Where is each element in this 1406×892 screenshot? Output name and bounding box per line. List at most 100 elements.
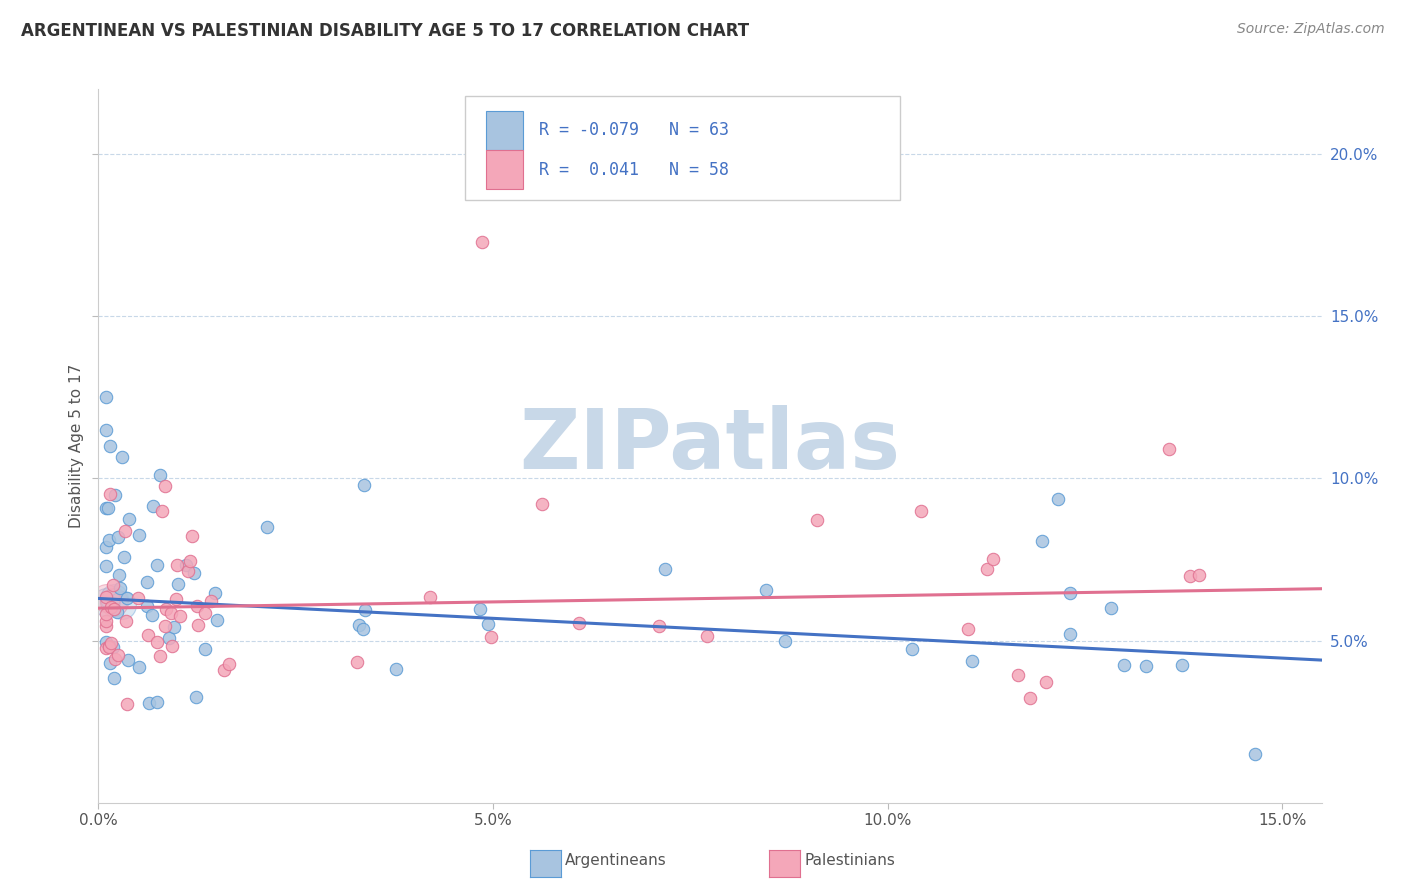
Point (96, 595, 118, 609)
Point (1135, 659, 1157, 673)
Point (108, 568, 131, 582)
Point (1157, 442, 1180, 456)
Point (174, 558, 197, 572)
Point (1114, 657, 1136, 672)
Point (200, 594, 222, 608)
Point (773, 634, 796, 648)
Point (117, 653, 139, 667)
Point (107, 530, 129, 544)
Point (1007, 668, 1029, 682)
Point (1188, 567, 1211, 582)
Text: Argentineans: Argentineans (565, 854, 666, 868)
Point (96, 634, 118, 648)
Point (111, 450, 134, 464)
Point (104, 488, 127, 502)
FancyBboxPatch shape (486, 150, 523, 189)
Point (146, 558, 169, 573)
Point (157, 631, 180, 645)
Point (477, 617, 499, 632)
Point (118, 512, 141, 526)
Point (153, 478, 176, 492)
Text: R = -0.079   N = 63: R = -0.079 N = 63 (538, 121, 728, 139)
FancyBboxPatch shape (465, 96, 900, 200)
Point (349, 618, 371, 632)
Point (146, 695, 169, 709)
Point (149, 648, 172, 663)
Point (910, 504, 932, 518)
Point (419, 591, 441, 605)
Point (194, 607, 217, 621)
Point (115, 615, 138, 629)
Point (1059, 586, 1081, 600)
Point (97, 639, 120, 653)
Point (177, 564, 200, 578)
Point (184, 690, 207, 704)
Point (98, 640, 121, 654)
Point (187, 618, 209, 632)
Point (1019, 691, 1042, 706)
Point (97, 500, 120, 515)
Point (96, 619, 118, 633)
Point (1035, 675, 1057, 690)
Point (218, 657, 240, 671)
Point (155, 602, 177, 616)
Point (103, 602, 125, 616)
Text: ZIPatlas: ZIPatlas (520, 406, 900, 486)
Point (115, 591, 138, 605)
Point (167, 577, 190, 591)
Point (96, 590, 118, 604)
Point (107, 648, 129, 662)
Point (149, 467, 172, 482)
Point (96, 540, 118, 554)
Point (96, 591, 118, 606)
Point (96, 390, 118, 404)
Point (179, 553, 201, 567)
Point (165, 591, 187, 606)
Point (806, 513, 828, 527)
Point (108, 581, 131, 595)
Point (471, 235, 494, 249)
Point (112, 549, 135, 564)
Point (755, 582, 778, 597)
Text: R =  0.041   N = 58: R = 0.041 N = 58 (538, 161, 728, 178)
Point (1046, 491, 1069, 506)
Point (353, 477, 375, 491)
Text: ARGENTINEAN VS PALESTINIAN DISABILITY AGE 5 TO 17 CORRELATION CHART: ARGENTINEAN VS PALESTINIAN DISABILITY AG… (21, 22, 749, 40)
Point (96, 501, 118, 516)
Point (145, 635, 167, 649)
Point (1099, 601, 1122, 615)
Point (1171, 658, 1194, 673)
Point (101, 578, 124, 592)
Point (98, 533, 121, 547)
Point (568, 615, 591, 630)
Point (128, 528, 150, 542)
Point (696, 628, 718, 642)
Point (194, 641, 217, 656)
Point (101, 640, 124, 654)
Point (960, 654, 983, 668)
Point (150, 504, 173, 518)
Point (153, 619, 176, 633)
Point (479, 630, 502, 644)
Point (163, 620, 186, 634)
Point (114, 524, 136, 539)
Point (256, 520, 278, 534)
Point (181, 529, 204, 543)
Text: Source: ZipAtlas.com: Source: ZipAtlas.com (1237, 22, 1385, 37)
Point (96, 607, 118, 622)
Point (111, 598, 134, 612)
Point (384, 662, 406, 676)
Point (186, 599, 208, 613)
Point (1059, 626, 1081, 640)
Point (957, 622, 980, 636)
Point (96, 614, 118, 628)
Point (136, 627, 159, 641)
Point (160, 606, 183, 620)
Point (127, 591, 149, 606)
Point (115, 697, 138, 711)
Point (204, 586, 226, 600)
Point (96, 559, 118, 574)
Point (183, 566, 205, 580)
Point (169, 609, 191, 624)
Point (160, 639, 183, 653)
